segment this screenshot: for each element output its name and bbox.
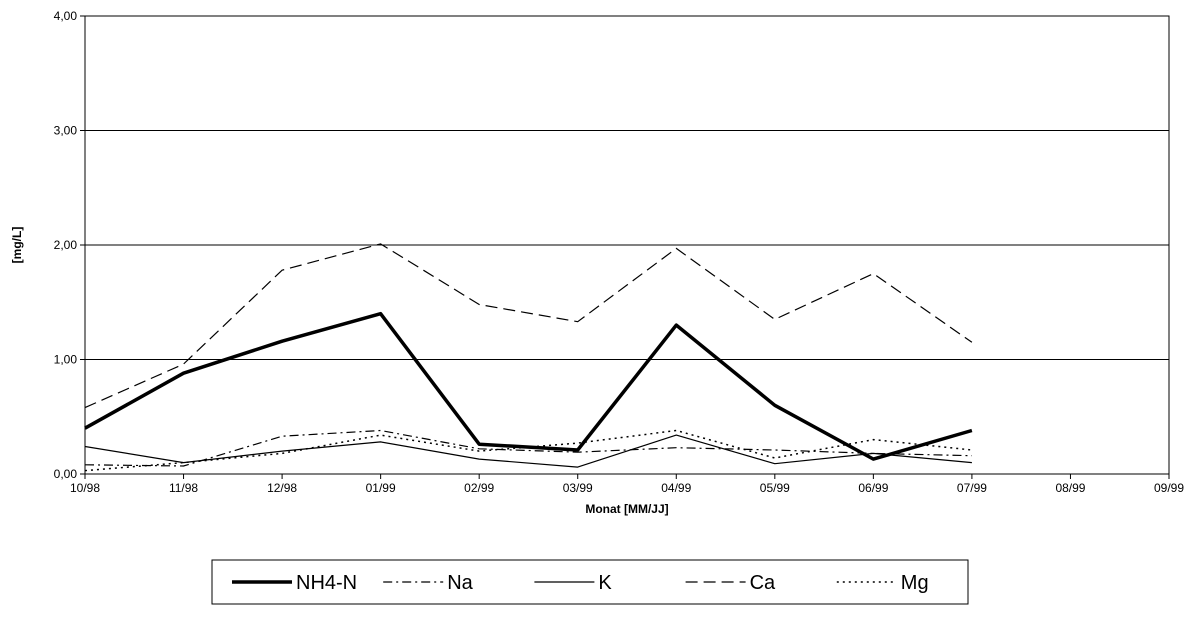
x-tick-label: 10/98 bbox=[70, 481, 100, 495]
y-tick-label: 1,00 bbox=[54, 353, 78, 367]
legend-label-nh4-n: NH4-N bbox=[296, 572, 357, 594]
x-axis-title: Monat [MM/JJ] bbox=[585, 502, 668, 516]
gridlines bbox=[85, 15, 1169, 475]
x-tick-label: 02/99 bbox=[464, 481, 494, 495]
x-axis-ticks: 10/98 11/98 12/98 01/99 02/99 03/99 04/99 05/99… bbox=[70, 474, 1184, 495]
series-line-mg bbox=[84, 429, 972, 472]
x-tick-label: 11/98 bbox=[169, 481, 198, 495]
series-line-na bbox=[84, 429, 972, 467]
x-tick-label: 01/99 bbox=[366, 481, 396, 495]
y-tick-label: 3,00 bbox=[54, 124, 78, 138]
x-tick-label: 04/99 bbox=[661, 481, 691, 495]
y-axis-ticks: 0,00 1,00 2,00 3,00 4,00 bbox=[54, 9, 85, 481]
x-tick-label: 09/99 bbox=[1154, 481, 1184, 495]
x-tick-label: 12/98 bbox=[267, 481, 297, 495]
legend: NH4-N Na K Ca Mg bbox=[211, 559, 969, 605]
legend-label-na: Na bbox=[447, 572, 473, 594]
x-tick-label: 06/99 bbox=[858, 481, 888, 495]
x-tick-label: 03/99 bbox=[563, 481, 593, 495]
legend-label-ca: Ca bbox=[750, 572, 776, 594]
x-tick-label: 08/99 bbox=[1055, 481, 1085, 495]
legend-label-mg: Mg bbox=[901, 572, 929, 594]
y-axis-title: [mg/L] bbox=[10, 227, 24, 264]
x-tick-label: 05/99 bbox=[760, 481, 790, 495]
series-line-nh4-n bbox=[84, 311, 973, 461]
x-tick-label: 07/99 bbox=[957, 481, 987, 495]
series-lines bbox=[84, 243, 973, 472]
legend-label-k: K bbox=[598, 572, 612, 594]
y-tick-label: 0,00 bbox=[54, 467, 78, 481]
series-line-ca bbox=[84, 243, 973, 409]
y-tick-label: 4,00 bbox=[54, 9, 78, 23]
series-line-k bbox=[84, 434, 972, 468]
y-tick-label: 2,00 bbox=[54, 238, 78, 252]
